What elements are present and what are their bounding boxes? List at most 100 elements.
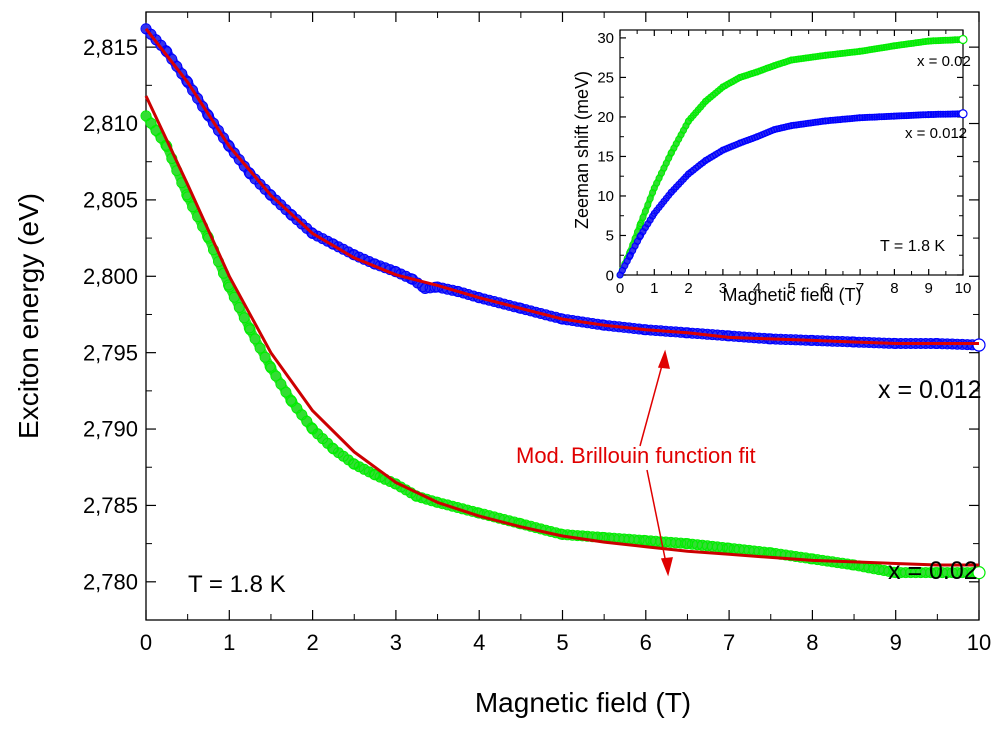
- y-tick-label: 0: [606, 267, 614, 284]
- data-point: [893, 42, 901, 49]
- data-point: [182, 76, 194, 88]
- data-point: [525, 520, 537, 532]
- data-point: [503, 515, 515, 527]
- data-point: [790, 56, 798, 64]
- y-tick-label: 2,790: [83, 417, 138, 442]
- data-point: [306, 422, 318, 434]
- data-point: [893, 112, 901, 120]
- data-point: [317, 233, 329, 245]
- data-point: [930, 37, 937, 45]
- inset-plot: 0 1 2 3 4 5 6 7 8 9 10 0 5 10 15 20 25 30 Magnetic field…: [572, 29, 972, 305]
- data-point: [788, 122, 795, 130]
- data-point: [812, 53, 819, 61]
- data-point: [861, 47, 869, 55]
- data-point: [322, 235, 334, 247]
- data-point: [795, 121, 803, 129]
- data-point: [270, 370, 282, 382]
- data-point: [363, 466, 375, 478]
- data-point: [312, 230, 324, 242]
- data-point: [800, 120, 807, 128]
- data-point: [197, 101, 209, 112]
- data-point: [910, 111, 918, 119]
- data-point: [863, 113, 871, 121]
- data-point: [875, 44, 883, 52]
- data-point: [275, 378, 287, 390]
- data-point: [912, 39, 920, 47]
- y-tick-label: 30: [597, 30, 614, 47]
- data-point: [868, 113, 876, 121]
- main-plot: 0 1 2 3 4 5 6 7 8 9 10 2,7802,7852,7902,7952,8002,…: [13, 11, 991, 718]
- data-point: [814, 118, 822, 126]
- data-point: [873, 45, 881, 53]
- data-point: [259, 351, 271, 363]
- x-tick-label: 6: [822, 280, 830, 297]
- fit-annotation-label: Mod. Brillouin function fit: [516, 443, 756, 468]
- data-point: [520, 519, 532, 531]
- x-tick-label: 2: [306, 630, 318, 655]
- data-point: [802, 120, 810, 128]
- y-tick-label: 2,780: [83, 570, 138, 595]
- data-point: [254, 342, 266, 354]
- data-point: [171, 60, 183, 72]
- fit-arrow-lower: [646, 469, 668, 569]
- inset-label-x-002: x = 0.02: [917, 53, 971, 70]
- data-point: [839, 115, 847, 123]
- series-2: [144, 27, 979, 345]
- data-point: [848, 115, 856, 122]
- series-3: [144, 95, 979, 567]
- data-point: [871, 113, 878, 121]
- inset-series-layer: [616, 34, 968, 279]
- data-point: [834, 50, 842, 58]
- data-point: [822, 51, 830, 59]
- data-point: [145, 117, 157, 129]
- data-point: [927, 111, 935, 118]
- main-series-layer: [140, 23, 986, 580]
- data-point: [942, 110, 949, 118]
- data-point: [895, 112, 903, 120]
- data-point: [883, 113, 890, 120]
- y-tick-label: 2,795: [83, 340, 138, 365]
- y-tick-label: 2,785: [83, 493, 138, 518]
- data-point: [641, 224, 649, 232]
- y-tick-label: 10: [597, 188, 614, 205]
- data-point: [831, 50, 839, 58]
- data-point: [866, 113, 874, 121]
- data-point: [790, 121, 798, 129]
- data-point: [792, 121, 800, 129]
- data-point: [946, 36, 954, 44]
- data-point: [841, 115, 849, 123]
- inset-x-axis-label: Magnetic field (T): [722, 285, 861, 305]
- label-x-002: x = 0.02: [888, 557, 978, 585]
- inset-label-x-0012: x = 0.012: [905, 125, 967, 142]
- fit-line: [144, 95, 979, 567]
- x-tick-label: 7: [856, 280, 864, 297]
- y-tick-label: 2,810: [83, 111, 138, 136]
- x-tick-label: 7: [723, 630, 735, 655]
- data-point: [307, 228, 319, 239]
- data-point: [804, 119, 812, 127]
- data-point: [856, 114, 864, 122]
- data-point: [875, 113, 883, 121]
- data-point: [829, 116, 837, 124]
- data-point: [848, 48, 856, 56]
- fit-line: [144, 27, 979, 345]
- x-tick-label: 10: [955, 280, 972, 297]
- y-tick-label: 25: [597, 70, 614, 87]
- data-point: [937, 110, 945, 118]
- main-x-axis-label: Magnetic field (T): [475, 687, 691, 718]
- data-point: [898, 112, 906, 120]
- data-point: [264, 360, 276, 372]
- data-point: [927, 37, 935, 45]
- data-point: [238, 312, 250, 324]
- x-tick-label: 5: [556, 630, 568, 655]
- series-1: [140, 110, 986, 580]
- data-point: [856, 47, 864, 55]
- data-point: [498, 514, 510, 525]
- data-point: [792, 55, 800, 63]
- inset-plot-frame: [619, 29, 964, 276]
- x-tick-label: 9: [890, 630, 902, 655]
- data-point: [249, 333, 261, 345]
- data-point: [637, 220, 645, 228]
- data-point: [839, 49, 847, 57]
- data-point: [925, 37, 933, 45]
